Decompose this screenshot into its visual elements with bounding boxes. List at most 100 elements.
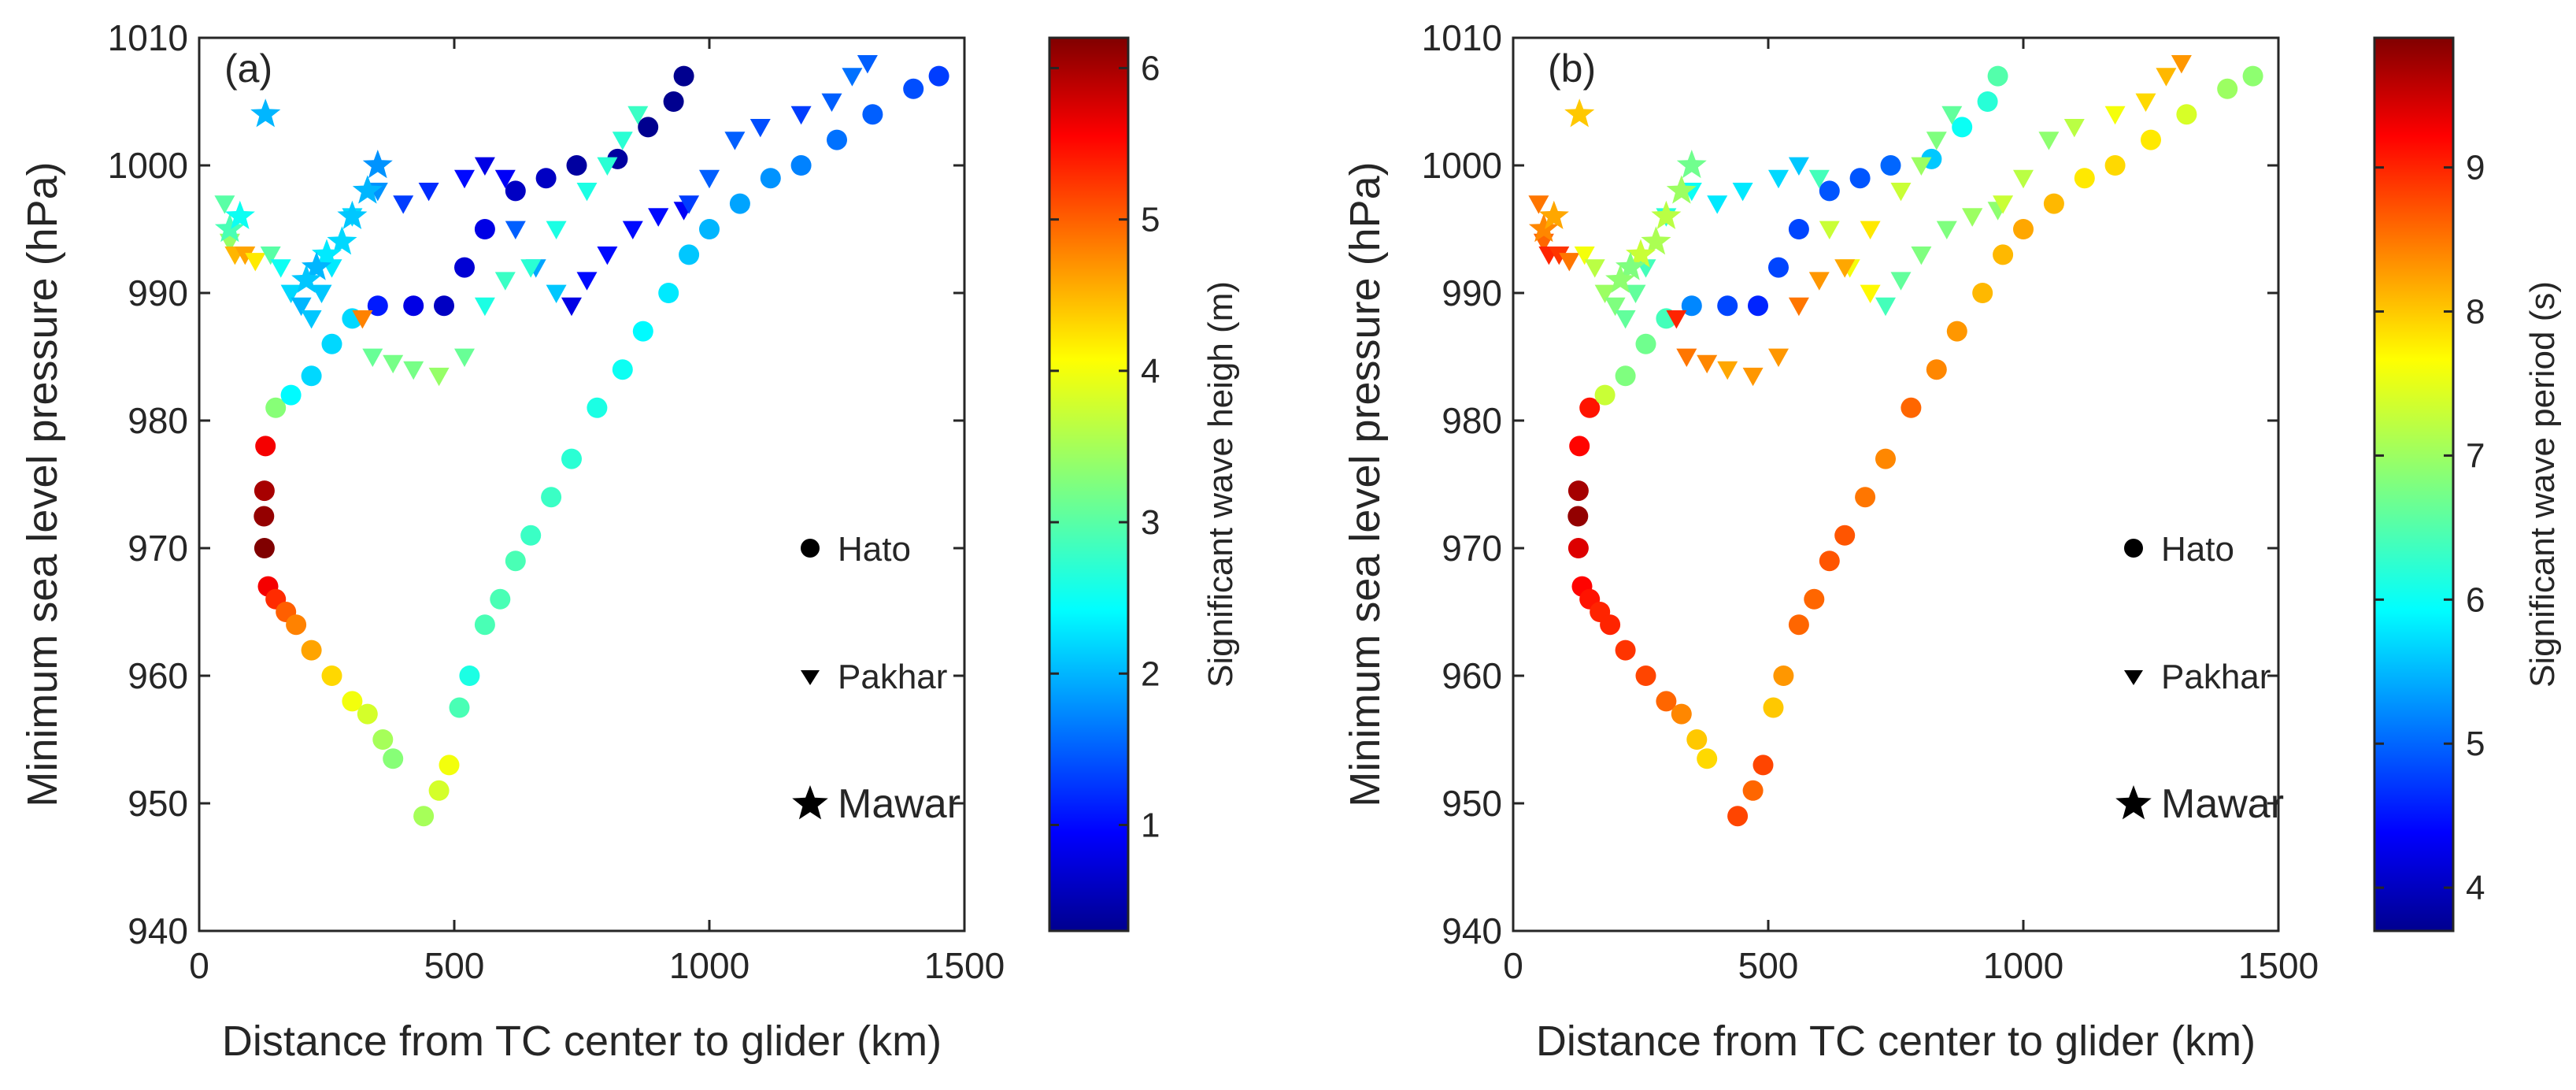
hato-point [827, 129, 847, 150]
pakhar-point [1926, 132, 1947, 150]
hato-point [587, 397, 608, 418]
panel-a-legend-mawar: Mawar [838, 781, 960, 827]
panel-b-y-ticks: 940 950 960 970 980 990 1000 1010 [1422, 17, 2278, 951]
hato-point [1788, 614, 1809, 636]
mawar-point [1616, 251, 1646, 280]
mawar-point [224, 200, 255, 229]
hato-point [367, 295, 388, 317]
pakhar-point [622, 221, 643, 239]
hato-point [760, 168, 781, 189]
hato-point [1686, 729, 1708, 750]
hato-point [1681, 295, 1702, 317]
hato-point [1993, 244, 2014, 265]
pakhar-point [2013, 169, 2034, 189]
pakhar-point [648, 208, 669, 227]
hato-point [357, 703, 378, 725]
panel-a-legend-hato: Hato [838, 530, 911, 569]
pakhar-point [1808, 169, 1830, 189]
colorbar-tick-label: 4 [1141, 352, 1160, 391]
hato-point [2217, 78, 2238, 99]
hato-point [658, 283, 679, 303]
hato-point [254, 506, 275, 527]
pakhar-point [1860, 284, 1881, 303]
hato-point [342, 691, 363, 712]
pakhar-point [724, 132, 746, 150]
hato-point [1819, 551, 1840, 572]
pakhar-point [1993, 195, 2014, 214]
y-tick-label: 1000 [108, 145, 188, 186]
hato-point [1567, 506, 1589, 527]
colorbar-tick-label: 2 [1141, 654, 1160, 693]
hato-point [1926, 359, 1947, 380]
pakhar-point [749, 119, 771, 138]
pakhar-point [1574, 247, 1595, 265]
hato-point [1748, 295, 1768, 317]
pakhar-point [576, 183, 598, 202]
hato-point [428, 780, 450, 801]
x-tick-label: 0 [189, 945, 209, 986]
pakhar-point [235, 247, 256, 265]
colorbar-tick-label: 6 [2466, 580, 2485, 619]
hato-point [2074, 168, 2095, 189]
pakhar-point [454, 169, 475, 189]
panel-b-x-ticks: 0 500 1000 1500 [1503, 38, 2319, 986]
mawar-point [214, 213, 245, 243]
hato-point [673, 65, 694, 87]
hato-point [1880, 155, 1901, 176]
mawar-point [337, 200, 368, 229]
pakhar-point [842, 68, 863, 87]
panel-b-legend-triangle-icon [2124, 670, 2143, 685]
hato-point [1763, 697, 1784, 718]
hato-point [413, 806, 435, 827]
pakhar-point [1625, 284, 1646, 303]
hato-point [790, 155, 812, 176]
hato-point [1788, 219, 1809, 239]
pakhar-point [280, 284, 302, 303]
panel-a-legend-pakhar: Pakhar [838, 658, 947, 696]
hato-point [286, 614, 307, 636]
pakhar-point [1584, 259, 1605, 278]
y-tick-label: 950 [128, 783, 188, 824]
pakhar-point [270, 259, 291, 278]
y-tick-label: 1010 [1422, 17, 1502, 58]
hato-point [1594, 384, 1616, 406]
hato-point [632, 321, 653, 342]
hato-point [403, 295, 424, 317]
hato-point [301, 365, 322, 387]
pakhar-point [245, 253, 266, 272]
pakhar-point [597, 247, 618, 265]
pakhar-point [2135, 93, 2156, 112]
hato-point [1901, 397, 1922, 418]
pakhar-point [260, 247, 281, 265]
pakhar-point [291, 297, 312, 317]
pakhar-point [1742, 367, 1764, 387]
pakhar-point [362, 348, 383, 367]
pakhar-point [1594, 284, 1616, 303]
hato-point [2242, 65, 2263, 87]
mawar-point [1538, 200, 1569, 229]
pakhar-point [2038, 132, 2060, 150]
pakhar-point [2063, 119, 2085, 138]
hato-point [535, 168, 557, 189]
hato-point [1742, 780, 1764, 801]
mawar-point [1641, 226, 1671, 255]
hato-point [1671, 703, 1692, 725]
pakhar-point [383, 354, 404, 374]
pakhar-point [393, 195, 414, 214]
panel-a-points [214, 55, 949, 827]
hato-point [862, 104, 883, 125]
y-tick-label: 950 [1442, 783, 1502, 824]
panel-b-axes-box [1512, 36, 2280, 932]
pakhar-point [494, 272, 516, 291]
mawar-point [1666, 175, 1697, 204]
hato-point [1819, 180, 1840, 202]
pakhar-point [679, 195, 700, 214]
pakhar-point [546, 284, 567, 303]
colorbar-tick-label: 3 [1141, 503, 1160, 542]
pakhar-point [1707, 195, 1728, 214]
y-tick-label: 990 [128, 272, 188, 313]
hato-point [2043, 193, 2064, 214]
hato-point [1946, 321, 1967, 342]
hato-point [265, 397, 287, 418]
